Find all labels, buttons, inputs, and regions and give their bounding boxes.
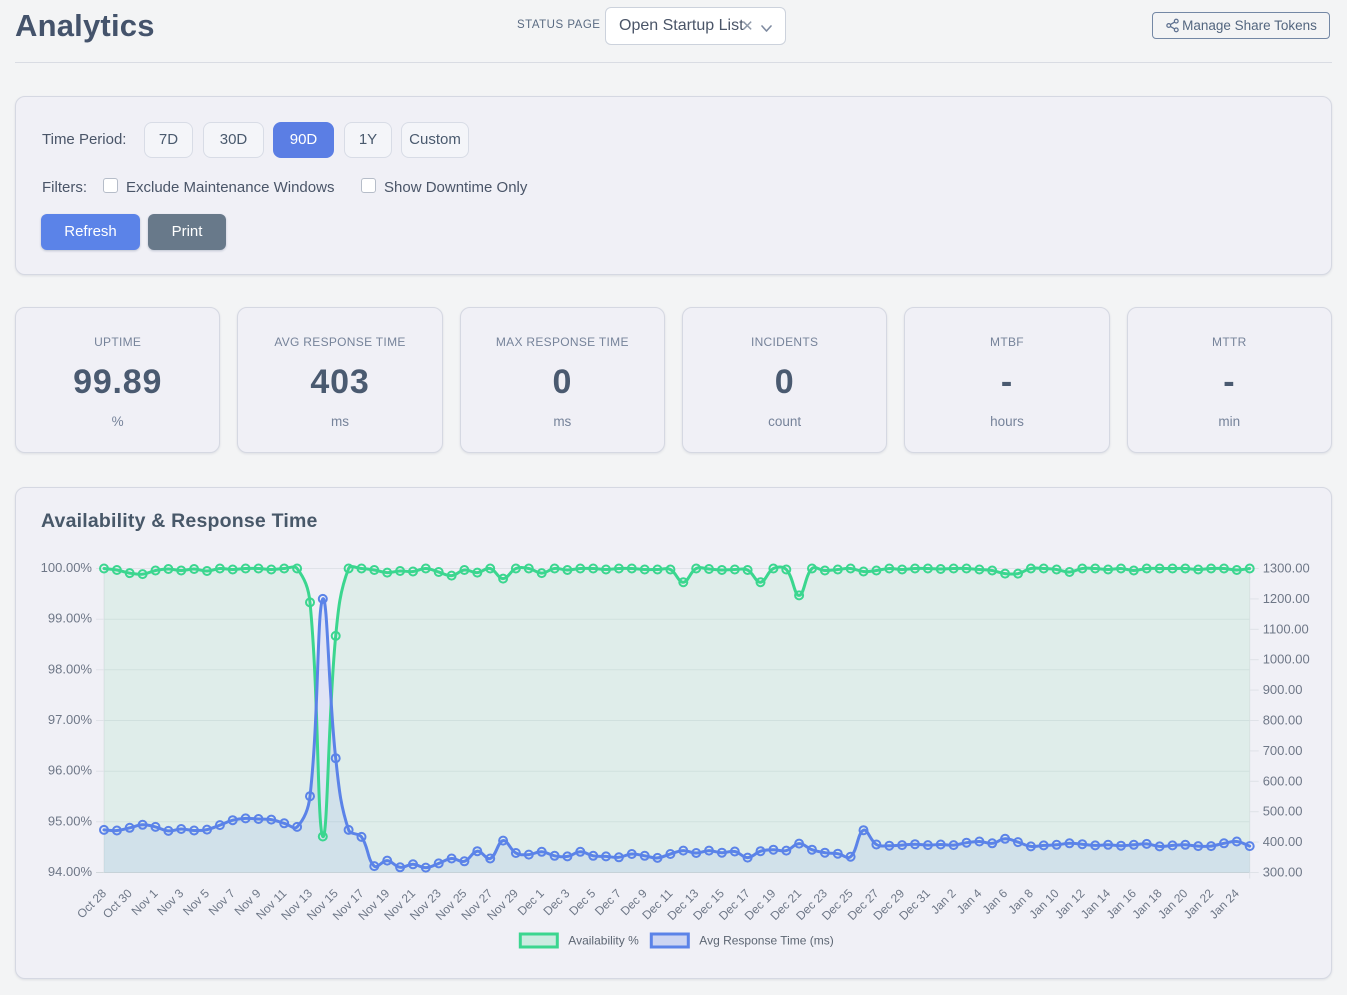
svg-text:600.00: 600.00 (1263, 773, 1303, 788)
svg-text:Dec 3: Dec 3 (540, 886, 572, 918)
svg-text:400.00: 400.00 (1263, 834, 1303, 849)
svg-text:Avg Response Time (ms): Avg Response Time (ms) (699, 934, 834, 948)
svg-text:900.00: 900.00 (1263, 682, 1303, 697)
svg-text:1300.00: 1300.00 (1263, 561, 1310, 576)
svg-text:Dec 1: Dec 1 (515, 886, 547, 918)
svg-text:95.00%: 95.00% (48, 813, 93, 828)
svg-text:100.00%: 100.00% (41, 560, 93, 575)
svg-text:Dec 5: Dec 5 (566, 886, 598, 918)
svg-text:96.00%: 96.00% (48, 763, 93, 778)
svg-text:1200.00: 1200.00 (1263, 591, 1310, 606)
svg-text:300.00: 300.00 (1263, 865, 1303, 880)
svg-text:Nov 3: Nov 3 (154, 886, 186, 918)
svg-text:1000.00: 1000.00 (1263, 652, 1310, 667)
svg-text:1100.00: 1100.00 (1263, 621, 1309, 636)
svg-text:500.00: 500.00 (1263, 804, 1303, 819)
svg-text:800.00: 800.00 (1263, 713, 1303, 728)
svg-text:700.00: 700.00 (1263, 743, 1303, 758)
svg-text:Nov 1: Nov 1 (129, 886, 161, 918)
svg-text:98.00%: 98.00% (48, 661, 93, 676)
svg-text:Jan 24: Jan 24 (1207, 886, 1243, 922)
svg-text:Dec 7: Dec 7 (592, 886, 624, 918)
svg-text:Nov 7: Nov 7 (206, 886, 238, 918)
svg-text:Nov 5: Nov 5 (180, 886, 212, 918)
svg-text:Jan 2: Jan 2 (928, 886, 959, 917)
svg-text:Oct 30: Oct 30 (100, 886, 135, 921)
svg-text:94.00%: 94.00% (48, 864, 93, 879)
svg-text:Availability %: Availability % (568, 934, 639, 948)
svg-text:97.00%: 97.00% (48, 712, 93, 727)
svg-text:99.00%: 99.00% (48, 611, 93, 626)
svg-text:Jan 6: Jan 6 (980, 886, 1011, 917)
svg-text:Jan 4: Jan 4 (954, 886, 985, 917)
